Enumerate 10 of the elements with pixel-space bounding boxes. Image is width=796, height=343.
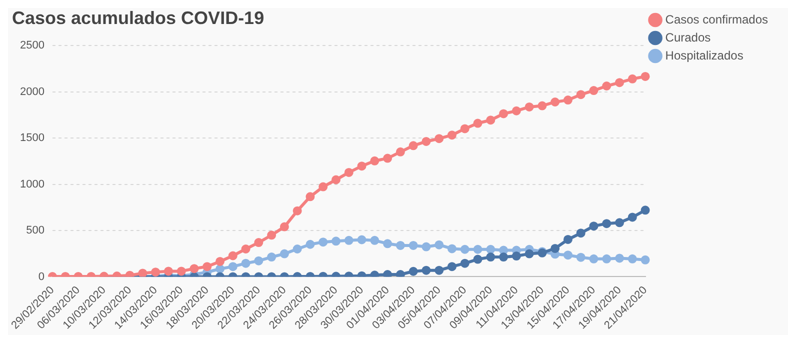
y-tick-label: 2500 bbox=[20, 40, 44, 52]
y-tick-label: 1500 bbox=[20, 132, 44, 144]
legend-label: Casos confirmados bbox=[665, 12, 768, 26]
legend-label: Curados bbox=[665, 30, 711, 44]
y-tick-label: 0 bbox=[38, 270, 44, 283]
y-tick-label: 2000 bbox=[20, 86, 44, 98]
y-tick-label: 1000 bbox=[20, 178, 44, 190]
legend-label: Hospitalizados bbox=[665, 48, 744, 62]
chart-title: Casos acumulados COVID-19 bbox=[12, 8, 264, 28]
y-tick-label: 500 bbox=[26, 224, 44, 237]
